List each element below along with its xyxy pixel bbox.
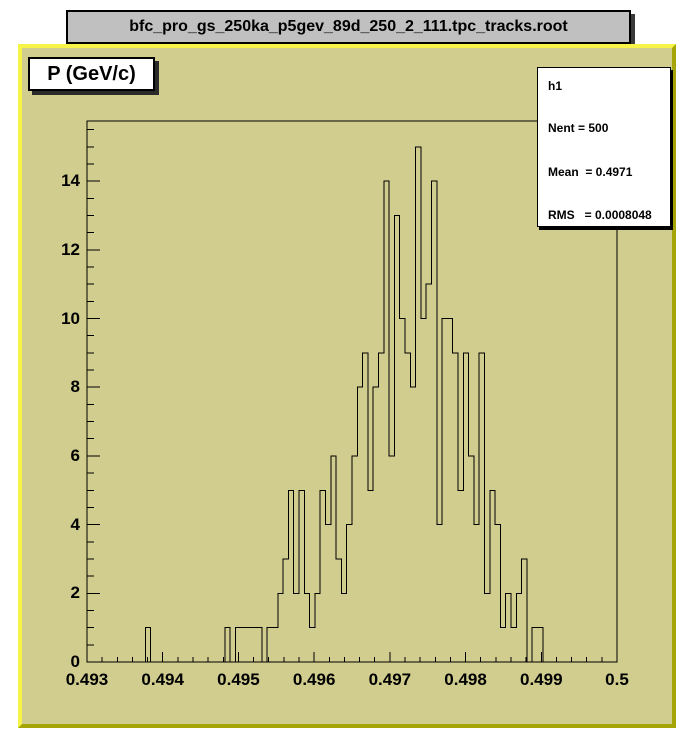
y-tick-label: 12 xyxy=(61,239,80,259)
x-tick-label: 0.493 xyxy=(65,670,109,689)
window-title-text: bfc_pro_gs_250ka_p5gev_89d_250_2_111.tpc… xyxy=(129,18,568,35)
y-tick-label: 14 xyxy=(61,171,80,191)
stats-rms: RMS = 0.0008048 xyxy=(548,208,652,222)
y-tick-label: 0 xyxy=(70,652,80,671)
x-tick-label: 0.5 xyxy=(605,670,629,689)
x-tick-label: 0.496 xyxy=(292,670,336,689)
x-tick-label: 0.498 xyxy=(444,670,487,689)
y-tick-label: 4 xyxy=(70,514,80,534)
stats-hist-name: h1 xyxy=(548,79,563,93)
x-tick-label: 0.495 xyxy=(217,670,260,689)
y-tick-label: 10 xyxy=(61,308,80,328)
histogram-plot[interactable] xyxy=(22,48,672,724)
window-title-bar: bfc_pro_gs_250ka_p5gev_89d_250_2_111.tpc… xyxy=(66,10,631,44)
axis-title-text: P (GeV/c) xyxy=(47,62,136,85)
plot-frame xyxy=(86,120,618,663)
y-tick-label: 6 xyxy=(70,445,80,465)
root-canvas[interactable]: 0.493 0.494 0.495 0.496 0.497 0.498 0.499 0.5 0 2… xyxy=(18,44,676,728)
histogram-step-line xyxy=(87,146,617,663)
axis-title-pave[interactable]: P (GeV/c) xyxy=(28,57,155,91)
y-tick-label: 8 xyxy=(70,377,80,397)
stats-box[interactable]: h1 Nent = 500 Mean = 0.4971 RMS = 0.0008… xyxy=(537,67,671,227)
x-tick-label: 0.497 xyxy=(368,670,412,689)
stats-entries: Nent = 500 xyxy=(548,121,609,135)
x-tick-label: 0.494 xyxy=(141,670,184,689)
x-tick-label: 0.499 xyxy=(520,670,563,689)
y-tick-label: 2 xyxy=(70,583,80,603)
stats-mean: Mean = 0.4971 xyxy=(548,165,633,179)
